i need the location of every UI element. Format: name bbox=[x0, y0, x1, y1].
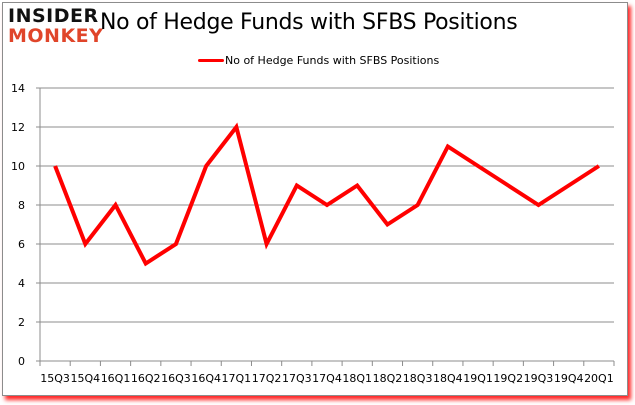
x-tick-label: 16Q3 bbox=[161, 372, 191, 385]
x-tick-label: 18Q1 bbox=[342, 372, 372, 385]
legend-label: No of Hedge Funds with SFBS Positions bbox=[225, 54, 440, 67]
logo-line-2: MONKEY bbox=[8, 25, 104, 47]
y-tick-label: 14 bbox=[11, 82, 25, 95]
x-tick-label: 15Q3 bbox=[40, 372, 70, 385]
y-tick-label: 10 bbox=[11, 160, 25, 173]
x-tick-label: 15Q4 bbox=[70, 372, 100, 385]
x-tick-label: 17Q2 bbox=[252, 372, 282, 385]
x-tick-label: 19Q3 bbox=[524, 372, 554, 385]
y-tick-label: 4 bbox=[18, 277, 25, 290]
series-line bbox=[53, 122, 600, 267]
chart-legend: No of Hedge Funds with SFBS Positions bbox=[198, 54, 439, 67]
x-tick-label: 17Q4 bbox=[312, 372, 342, 385]
x-tick-label: 16Q1 bbox=[101, 372, 131, 385]
x-tick-label: 18Q2 bbox=[373, 372, 403, 385]
legend-line-swatch-icon bbox=[198, 59, 224, 62]
y-tick-label: 2 bbox=[18, 316, 25, 329]
insider-monkey-logo: INSIDER MONKEY bbox=[8, 5, 104, 50]
x-tick-label: 19Q2 bbox=[493, 372, 523, 385]
y-tick-label: 6 bbox=[18, 238, 25, 251]
y-tick-label: 12 bbox=[11, 121, 25, 134]
x-tick-label: 17Q3 bbox=[282, 372, 312, 385]
y-tick-label: 0 bbox=[18, 355, 25, 368]
x-tick-label: 19Q4 bbox=[554, 372, 584, 385]
x-tick-label: 19Q1 bbox=[463, 372, 493, 385]
x-tick-label: 20Q1 bbox=[584, 372, 614, 385]
x-tick-label: 17Q1 bbox=[222, 372, 252, 385]
x-tick-label: 18Q4 bbox=[433, 372, 463, 385]
x-tick-label: 18Q3 bbox=[403, 372, 433, 385]
logo-line-1: INSIDER bbox=[8, 5, 99, 27]
y-tick-label: 8 bbox=[18, 199, 25, 212]
chart-title: No of Hedge Funds with SFBS Positions bbox=[100, 10, 518, 35]
x-tick-label: 16Q4 bbox=[191, 372, 221, 385]
x-tick-label: 16Q2 bbox=[131, 372, 161, 385]
